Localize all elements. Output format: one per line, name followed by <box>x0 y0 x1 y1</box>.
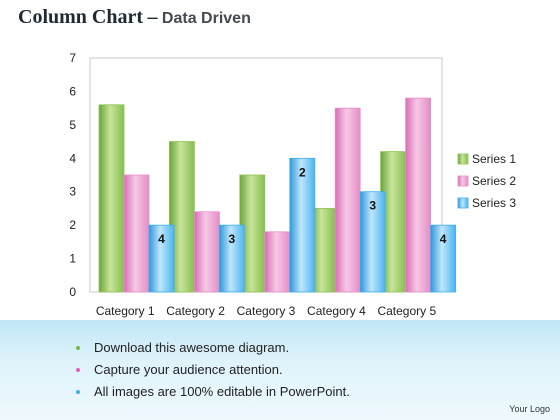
bar <box>123 174 150 293</box>
data-label: 2 <box>299 165 306 179</box>
legend-swatch <box>457 153 469 165</box>
legend-swatch <box>457 175 469 187</box>
bar <box>193 211 220 293</box>
bar <box>334 107 361 293</box>
bullet-dot <box>76 368 80 372</box>
y-tick-label: 2 <box>69 218 76 232</box>
bullet-item: Capture your audience attention. <box>76 362 350 384</box>
legend-label: Series 1 <box>472 152 516 166</box>
x-tick-label: Category 3 <box>237 304 296 318</box>
footer-band <box>0 320 560 420</box>
page-title: Column Chart – Data Driven <box>18 6 251 29</box>
x-tick-label: Category 5 <box>377 304 436 318</box>
y-tick-label: 1 <box>69 252 76 266</box>
bar <box>359 191 386 293</box>
logo-text: Your Logo <box>509 404 550 414</box>
data-label: 3 <box>229 232 236 246</box>
title-separator: – <box>147 6 158 28</box>
x-tick-label: Category 1 <box>96 304 155 318</box>
data-label: 4 <box>158 232 165 246</box>
x-tick-label: Category 4 <box>307 304 366 318</box>
legend-label: Series 2 <box>472 174 516 188</box>
title-subtitle: Data Driven <box>161 10 251 27</box>
bar <box>289 157 316 293</box>
bar <box>218 224 245 293</box>
bullet-text: All images are 100% editable in PowerPoi… <box>94 384 350 399</box>
y-tick-label: 4 <box>69 151 76 165</box>
x-tick-label: Category 2 <box>166 304 225 318</box>
bar <box>264 231 291 293</box>
bullet-item: All images are 100% editable in PowerPoi… <box>76 384 350 406</box>
y-tick-label: 7 <box>69 51 76 65</box>
y-tick-label: 3 <box>69 185 76 199</box>
bullet-item: Download this awesome diagram. <box>76 340 350 362</box>
legend-swatch <box>457 197 469 209</box>
bar <box>148 224 175 293</box>
data-label: 4 <box>440 232 447 246</box>
y-tick-label: 6 <box>69 84 76 98</box>
bullet-dot <box>76 346 80 350</box>
bullet-text: Capture your audience attention. <box>94 362 283 377</box>
bar <box>98 104 125 293</box>
bullet-list: Download this awesome diagram. Capture y… <box>76 340 350 406</box>
column-chart: 0 1 2 3 4 5 6 7 4 3 2 3 4 Category 1 Category 2 Categor… <box>69 51 516 318</box>
bullet-dot <box>76 390 80 394</box>
bar <box>430 224 457 293</box>
y-tick-label: 0 <box>69 285 76 299</box>
data-label: 3 <box>369 199 376 213</box>
y-tick-label: 5 <box>69 118 76 132</box>
legend-label: Series 3 <box>472 196 516 210</box>
bar <box>405 97 432 293</box>
title-main: Column Chart <box>18 6 144 28</box>
bullet-text: Download this awesome diagram. <box>94 340 290 355</box>
